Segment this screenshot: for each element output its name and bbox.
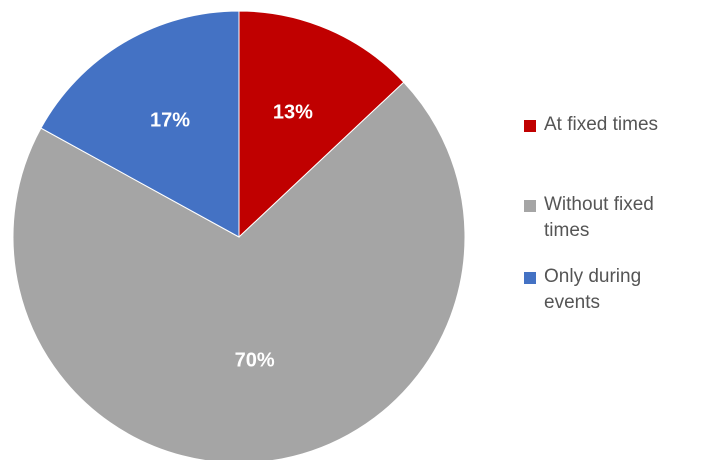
- legend-label-only-during-events: Only during events: [544, 266, 642, 313]
- legend-label-at-fixed-times: At fixed times: [544, 114, 659, 135]
- legend-item-only-during-events: Only during events: [524, 264, 702, 316]
- pie-label-without-fixed-times: 70%: [235, 349, 275, 371]
- pie-slice-at-fixed-times: [238, 10, 405, 239]
- pie-slices: [12, 10, 466, 460]
- pie-slice-only-during-events: [40, 10, 240, 238]
- legend-item-without-fixed-times: Without fixed times: [524, 192, 702, 244]
- legend-item-at-fixed-times: At fixed times: [524, 112, 702, 138]
- legend-swatch-at-fixed-times: [524, 120, 536, 132]
- legend-swatch-without-fixed-times: [524, 200, 536, 212]
- legend-swatch-only-during-events: [524, 272, 536, 284]
- legend-label-without-fixed-times: Without fixed times: [544, 194, 654, 241]
- pie-label-only-during-events: 17%: [150, 109, 190, 131]
- pie-label-at-fixed-times: 13%: [273, 102, 313, 124]
- legend: At fixed times Without fixed times Only …: [524, 112, 702, 330]
- pie-slice-labels: 13% 70% 17%: [150, 102, 313, 372]
- pie-slice-without-fixed-times: [12, 81, 466, 460]
